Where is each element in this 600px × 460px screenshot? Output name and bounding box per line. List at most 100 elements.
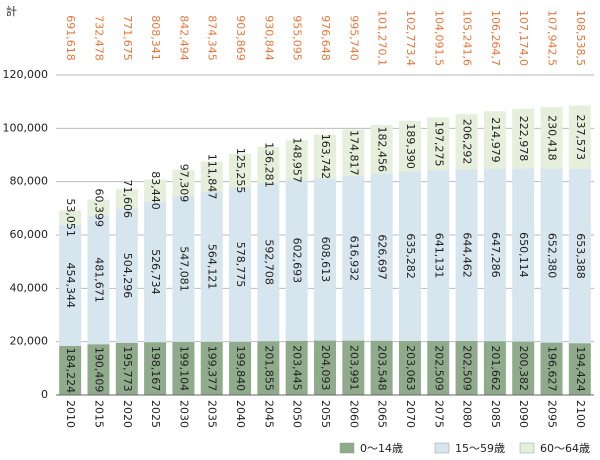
bar-segment xyxy=(342,176,365,341)
data-label: 201,855 xyxy=(262,345,275,391)
x-tick-label: 2060 xyxy=(347,400,360,428)
data-label: 647,286 xyxy=(489,232,502,278)
data-label: 222,978 xyxy=(517,116,530,162)
legend-label: 15～59歳 xyxy=(455,442,505,455)
total-label: 995,740 xyxy=(347,15,360,61)
bar-segment xyxy=(483,168,506,342)
data-label: 203,991 xyxy=(347,345,360,391)
bar-segment xyxy=(285,140,308,181)
bar-segment xyxy=(59,345,82,395)
bar-segment xyxy=(172,196,195,342)
data-label: 71,606 xyxy=(121,180,134,219)
x-tick-label: 2010 xyxy=(64,400,77,428)
bar-segment xyxy=(285,340,308,395)
x-tick-label: 2045 xyxy=(262,400,275,428)
total-label: 105,241,6 xyxy=(461,10,474,66)
x-tick-label: 2100 xyxy=(574,400,587,428)
bar-segment xyxy=(427,340,450,395)
data-label: 199,104 xyxy=(177,346,190,392)
legend-swatch xyxy=(339,442,355,454)
bar-segment xyxy=(370,173,393,341)
total-label: 107,174,0 xyxy=(517,10,530,66)
data-label: 83,440 xyxy=(149,171,162,210)
bar-segment xyxy=(257,146,280,184)
total-label: 903,869 xyxy=(234,15,247,61)
bar-segment xyxy=(144,201,167,343)
data-label: 204,093 xyxy=(319,345,332,391)
bar-segment xyxy=(200,191,223,342)
bar-segment xyxy=(370,124,393,174)
data-label: 237,573 xyxy=(574,114,587,160)
bar-segment xyxy=(427,170,450,341)
data-label: 190,409 xyxy=(92,347,105,393)
data-label: 163,742 xyxy=(319,134,332,180)
x-tick-label: 2090 xyxy=(517,400,530,428)
data-label: 174,817 xyxy=(347,130,360,176)
total-label: 104,091,5 xyxy=(432,10,445,66)
data-label: 199,377 xyxy=(206,346,219,392)
y-tick-label: 20,000 xyxy=(10,335,49,348)
bar-segment xyxy=(229,153,252,188)
total-label: 771,675 xyxy=(121,15,134,61)
bar-segment xyxy=(115,342,138,395)
bar-segment xyxy=(87,199,110,216)
bar-segment xyxy=(200,161,223,192)
data-label: 136,281 xyxy=(262,142,275,188)
bar-segment xyxy=(398,171,421,341)
bar-segment xyxy=(370,340,393,395)
total-label: 955,095 xyxy=(291,15,304,61)
data-label: 206,292 xyxy=(461,119,474,165)
x-tick-label: 2040 xyxy=(234,400,247,428)
data-label: 547,081 xyxy=(177,246,190,292)
y-tick-label: 100,000 xyxy=(3,121,49,134)
data-label: 203,445 xyxy=(291,345,304,391)
data-label: 125,255 xyxy=(234,148,247,194)
legend-swatch xyxy=(519,442,535,454)
x-tick-label: 2030 xyxy=(177,400,190,428)
data-label: 616,932 xyxy=(347,236,360,282)
data-label: 201,662 xyxy=(489,345,502,391)
total-label: 842,494 xyxy=(177,15,190,61)
bar-segment xyxy=(87,344,110,395)
data-label: 202,509 xyxy=(461,345,474,391)
bar-segment xyxy=(540,342,563,395)
data-label: 203,548 xyxy=(376,345,389,391)
legend-swatch xyxy=(434,442,450,454)
total-label: 930,844 xyxy=(262,15,275,61)
bar-segment xyxy=(172,341,195,395)
total-label: 107,942,5 xyxy=(546,10,559,66)
y-tick-label: 60,000 xyxy=(10,228,49,241)
bar-segment xyxy=(455,114,478,170)
total-label: 732,478 xyxy=(92,15,105,61)
data-label: 200,382 xyxy=(517,346,530,392)
data-label: 199,840 xyxy=(234,346,247,392)
bar-segment xyxy=(59,210,82,225)
bar-segment xyxy=(229,341,252,395)
bar-segment xyxy=(229,187,252,342)
bar-segment xyxy=(483,341,506,395)
bar-segment xyxy=(398,340,421,395)
data-label: 202,509 xyxy=(432,345,445,391)
bar-segment xyxy=(483,111,506,169)
legend-label: 0～14歳 xyxy=(360,442,403,455)
bar-segment xyxy=(87,215,110,345)
totals-label: 計 xyxy=(6,4,17,18)
data-label: 198,167 xyxy=(149,346,162,392)
bar-segment xyxy=(540,107,563,169)
bar-segment xyxy=(512,168,535,342)
bar-segment xyxy=(144,179,167,202)
legend-label: 60～64歳 xyxy=(540,442,590,455)
x-tick-label: 2085 xyxy=(489,400,502,428)
data-label: 196,627 xyxy=(546,346,559,392)
data-label: 189,390 xyxy=(404,123,417,169)
data-label: 526,734 xyxy=(149,249,162,295)
data-label: 650,114 xyxy=(517,232,530,278)
x-tick-label: 2095 xyxy=(546,400,559,428)
x-tick-label: 2050 xyxy=(291,400,304,428)
data-label: 653,388 xyxy=(574,233,587,279)
bar-segment xyxy=(398,120,421,172)
data-label: 195,773 xyxy=(121,346,134,392)
bar-segment xyxy=(568,343,591,395)
data-label: 592,708 xyxy=(262,239,275,285)
bar-segment xyxy=(257,341,280,395)
